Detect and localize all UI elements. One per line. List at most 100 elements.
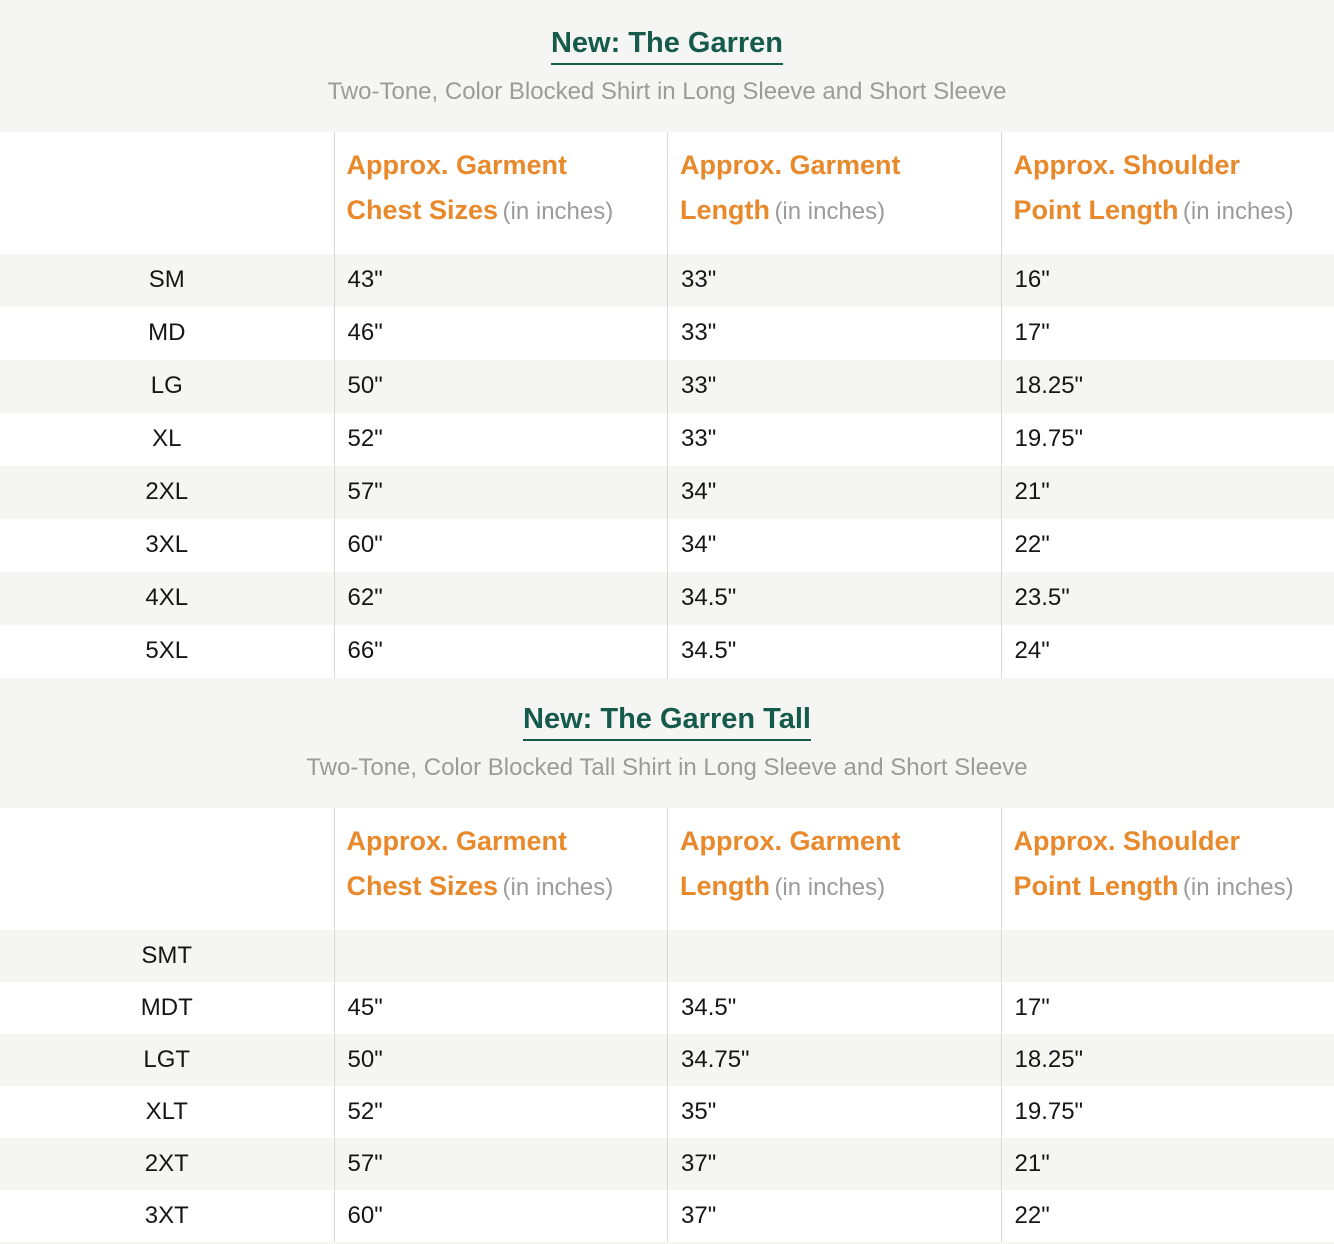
table-row: 2XL 57" 34" 21"	[0, 465, 1334, 519]
table-row: LGT 50" 34.75" 18.25"	[0, 1033, 1334, 1086]
header-label: Approx. Garment	[346, 825, 568, 856]
shoulder-cell: 18.25"	[1000, 1033, 1334, 1086]
header-cell-shoulder: Approx. Shoulder Point Length (in inches…	[1000, 807, 1334, 930]
chest-cell: 50"	[333, 1033, 668, 1086]
table-row: XL 52" 33" 19.75"	[0, 412, 1334, 466]
table-row: 4XL 62" 34.5" 23.5"	[0, 571, 1334, 625]
header-cell-length: Approx. Garment Length (in inches)	[667, 807, 1001, 930]
table-row: 2XT 57" 37" 21"	[0, 1137, 1334, 1190]
table-row: 3XT 60" 37" 22"	[0, 1189, 1334, 1242]
length-cell	[667, 929, 1001, 982]
header-label: Approx. Shoulder	[1013, 825, 1241, 856]
shoulder-cell: 19.75"	[1000, 412, 1334, 466]
length-cell: 33"	[667, 412, 1001, 466]
table-row: LG 50" 33" 18.25"	[0, 359, 1334, 413]
length-cell: 34"	[667, 465, 1001, 519]
chest-cell: 50"	[333, 359, 668, 413]
size-table-tall: Approx. Garment Chest Sizes (in inches) …	[0, 807, 1334, 1244]
shoulder-cell: 22"	[1000, 1189, 1334, 1242]
size-cell: MD	[148, 319, 186, 347]
length-cell: 37"	[667, 1137, 1001, 1190]
header-label: Approx. Garment	[680, 149, 901, 180]
header-label: Chest Sizes	[346, 870, 499, 901]
chest-cell: 66"	[333, 624, 668, 678]
size-cell: MDT	[140, 993, 193, 1021]
header-label: Approx. Garment	[680, 825, 901, 856]
section-title-link[interactable]: New: The Garren Tall	[523, 703, 811, 741]
length-cell: 33"	[667, 253, 1001, 307]
header-label: Approx. Garment	[346, 149, 568, 180]
header-cell-shoulder: Approx. Shoulder Point Length (in inches…	[1000, 131, 1334, 254]
length-cell: 34.5"	[667, 624, 1001, 678]
shoulder-cell: 21"	[1000, 465, 1334, 519]
header-unit-note: (in inches)	[1182, 197, 1294, 225]
header-unit-note: (in inches)	[774, 197, 886, 225]
header-label: Length	[680, 870, 770, 901]
section-title-link[interactable]: New: The Garren	[550, 27, 784, 65]
chest-cell: 43"	[333, 253, 668, 307]
length-cell: 35"	[667, 1085, 1001, 1138]
shoulder-cell: 23.5"	[1000, 571, 1334, 625]
size-cell: 5XL	[145, 637, 189, 665]
header-label: Chest Sizes	[346, 194, 499, 225]
size-cell: 2XT	[144, 1149, 189, 1177]
header-cell-chest: Approx. Garment Chest Sizes (in inches)	[333, 131, 668, 254]
size-cell: LG	[150, 372, 183, 400]
chest-cell	[333, 929, 668, 982]
clipped-next-row	[0, 1241, 1334, 1244]
table-row: MD 46" 33" 17"	[0, 306, 1334, 360]
chest-cell: 52"	[333, 412, 668, 466]
header-cell-empty	[0, 808, 334, 930]
table-row: 5XL 66" 34.5" 24"	[0, 624, 1334, 678]
section-garren: New: The Garren Two-Tone, Color Blocked …	[0, 27, 1334, 678]
size-cell: 4XL	[145, 584, 189, 612]
chest-cell: 57"	[333, 1137, 668, 1190]
size-cell: SMT	[141, 941, 193, 969]
chest-cell: 60"	[333, 1189, 668, 1242]
table-row: XLT 52" 35" 19.75"	[0, 1085, 1334, 1138]
length-cell: 37"	[667, 1189, 1001, 1242]
size-cell: SM	[148, 266, 185, 294]
section-garren-tall: New: The Garren Tall Two-Tone, Color Blo…	[0, 678, 1334, 1244]
header-unit-note: (in inches)	[1182, 873, 1294, 901]
shoulder-cell: 21"	[1000, 1137, 1334, 1190]
header-cell-length: Approx. Garment Length (in inches)	[667, 131, 1001, 254]
header-cell-empty	[0, 132, 334, 254]
size-cell: XLT	[145, 1097, 188, 1125]
header-label: Point Length	[1013, 870, 1179, 901]
size-cell: 3XT	[144, 1201, 189, 1229]
shoulder-cell: 22"	[1000, 518, 1334, 572]
length-cell: 34.5"	[667, 571, 1001, 625]
table-header-row: Approx. Garment Chest Sizes (in inches) …	[0, 807, 1334, 930]
chest-cell: 62"	[333, 571, 668, 625]
header-label: Point Length	[1013, 194, 1179, 225]
size-cell: 2XL	[145, 478, 189, 506]
chest-cell: 60"	[333, 518, 668, 572]
length-cell: 34"	[667, 518, 1001, 572]
chest-cell: 57"	[333, 465, 668, 519]
table-row: MDT 45" 34.5" 17"	[0, 981, 1334, 1034]
header-cell-chest: Approx. Garment Chest Sizes (in inches)	[333, 807, 668, 930]
length-cell: 33"	[667, 306, 1001, 360]
table-row: SM 43" 33" 16"	[0, 253, 1334, 307]
header-label: Approx. Shoulder	[1013, 149, 1241, 180]
table-row: 3XL 60" 34" 22"	[0, 518, 1334, 572]
size-cell: LGT	[143, 1045, 191, 1073]
table-row: SMT	[0, 929, 1334, 982]
chest-cell: 45"	[333, 981, 668, 1034]
length-cell: 34.5"	[667, 981, 1001, 1034]
header-unit-note: (in inches)	[502, 197, 614, 225]
size-table: Approx. Garment Chest Sizes (in inches) …	[0, 131, 1334, 678]
size-cell: 3XL	[145, 531, 189, 559]
shoulder-cell: 17"	[1000, 306, 1334, 360]
header-label: Length	[680, 194, 770, 225]
shoulder-cell: 17"	[1000, 981, 1334, 1034]
section-subtitle: Two-Tone, Color Blocked Tall Shirt in Lo…	[306, 753, 1028, 781]
table-header-row: Approx. Garment Chest Sizes (in inches) …	[0, 131, 1334, 254]
section-subtitle: Two-Tone, Color Blocked Shirt in Long Sl…	[327, 77, 1007, 105]
size-cell: XL	[152, 425, 182, 453]
shoulder-cell: 24"	[1000, 624, 1334, 678]
chest-cell: 46"	[333, 306, 668, 360]
header-unit-note: (in inches)	[774, 873, 886, 901]
